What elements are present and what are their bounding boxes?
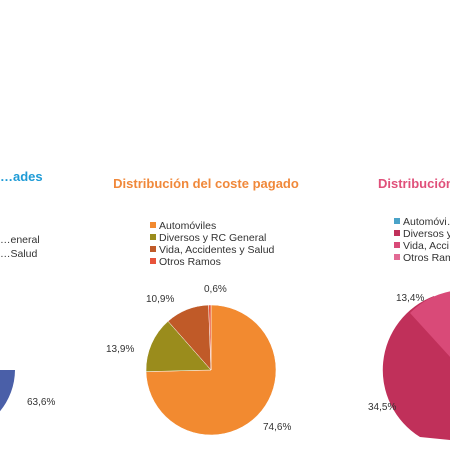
chart-3-legend-label-4: Otros Ram… — [403, 252, 450, 264]
chart-2-legend-label-4: Otros Ramos — [159, 256, 221, 268]
chart-2: Distribución del coste pagado Automóvile… — [106, 176, 299, 436]
chart-3-legend-swatch-3 — [394, 242, 400, 248]
chart-3-title: Distribución… — [378, 176, 450, 191]
chart-1-data-label-1: 63,6% — [27, 397, 55, 408]
chart-1-legend-label-2: …Salud — [0, 248, 38, 260]
chart-3-data-label-2: 13,4% — [396, 293, 424, 304]
chart-1-title: …ades — [0, 169, 43, 184]
chart-2-title: Distribución del coste pagado — [113, 176, 299, 191]
chart-2-legend-label-3: Vida, Accidentes y Salud — [159, 244, 275, 256]
chart-2-legend-label-1: Automóviles — [159, 220, 216, 232]
chart-3: Distribución… Automóvi… Diversos y… Vida… — [368, 176, 450, 440]
chart-2-data-label-1: 74,6% — [263, 422, 291, 433]
chart-2-legend-label-2: Diversos y RC General — [159, 232, 266, 244]
chart-2-legend-swatch-4 — [150, 258, 156, 264]
chart-1: …ades …eneral …Salud 63,6% — [0, 169, 55, 412]
chart-2-legend: Automóviles Diversos y RC General Vida, … — [150, 220, 275, 268]
chart-1-legend-label-1: …eneral — [0, 234, 40, 246]
chart-3-slice-vida — [410, 291, 450, 357]
chart-3-legend-swatch-2 — [394, 230, 400, 236]
chart-3-legend: Automóvi… Diversos y… Vida, Acci… Otros … — [394, 216, 450, 264]
chart-2-slice-diversos — [145, 320, 212, 372]
chart-3-legend-label-3: Vida, Acci… — [403, 240, 450, 252]
chart-2-slice-automoviles — [145, 304, 277, 436]
chart-2-data-label-4: 0,6% — [204, 284, 227, 295]
chart-2-data-label-2: 13,9% — [106, 344, 134, 355]
chart-3-legend-label-2: Diversos y… — [403, 228, 450, 240]
chart-3-legend-label-1: Automóvi… — [403, 216, 450, 228]
chart-2-slice-otros — [208, 304, 212, 371]
chart-2-legend-swatch-3 — [150, 246, 156, 252]
chart-3-data-label-1: 34,5% — [368, 402, 396, 413]
chart-2-data-label-3: 10,9% — [146, 294, 174, 305]
chart-1-slice-1 — [0, 370, 15, 412]
chart-3-legend-swatch-1 — [394, 218, 400, 224]
chart-2-pie — [145, 304, 277, 436]
chart-3-legend-swatch-4 — [394, 254, 400, 260]
chart-3-pie — [382, 291, 450, 440]
chart-2-legend-swatch-1 — [150, 222, 156, 228]
chart-2-legend-swatch-2 — [150, 234, 156, 240]
